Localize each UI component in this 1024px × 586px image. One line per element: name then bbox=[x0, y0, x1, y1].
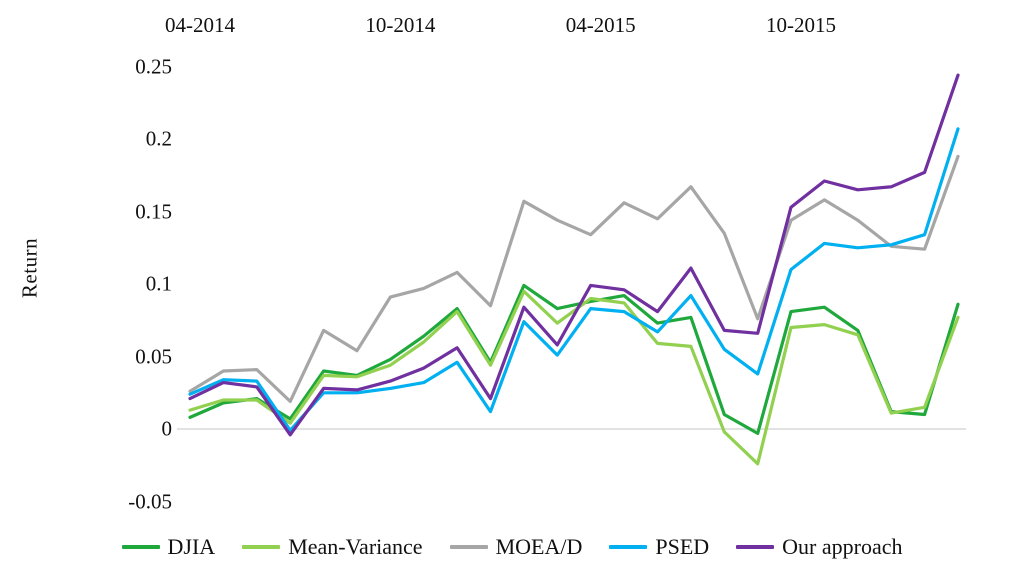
legend-swatch bbox=[449, 545, 488, 549]
legend-label: PSED bbox=[655, 534, 710, 559]
x-tick-label-04-2015: 04-2015 bbox=[565, 13, 636, 37]
legend-swatch bbox=[242, 545, 281, 549]
legend-swatch bbox=[609, 545, 648, 549]
legend: DJIA Mean-Variance MOEA/D PSED Our approach bbox=[0, 534, 1024, 560]
plot-area bbox=[177, 73, 966, 466]
y-tick-label-0.2: 0.2 bbox=[145, 126, 172, 151]
y-tick-label-0.1: 0.1 bbox=[145, 271, 172, 296]
legend-swatch bbox=[736, 545, 775, 549]
series-line-moea-d bbox=[188, 154, 960, 403]
legend-label: Mean-Variance bbox=[288, 534, 423, 559]
series-line-our-approach bbox=[188, 73, 960, 437]
y-tick-label-0.15: 0.15 bbox=[135, 199, 172, 223]
series-line-psed bbox=[188, 127, 960, 432]
legend-item-mean-variance: Mean-Variance bbox=[242, 534, 423, 560]
y-tick-label-0.05: 0.05 bbox=[135, 344, 172, 368]
y-tick-label-0.25: 0.25 bbox=[135, 54, 172, 78]
legend-item-our-approach: Our approach bbox=[736, 534, 902, 560]
x-tick-label-10-2014: 10-2014 bbox=[365, 13, 436, 37]
legend-item-psed: PSED bbox=[609, 534, 709, 560]
legend-label: MOEA/D bbox=[495, 534, 583, 559]
y-tick-label--0.05: -0.05 bbox=[128, 489, 172, 513]
legend-label: DJIA bbox=[167, 534, 216, 559]
y-tick-label-0: 0 bbox=[161, 416, 173, 441]
series-line-mean-variance bbox=[188, 289, 960, 466]
legend-item-moea-d: MOEA/D bbox=[449, 534, 583, 560]
legend-item-djia: DJIA bbox=[121, 534, 216, 560]
series-line-djia bbox=[188, 283, 960, 435]
legend-label: Our approach bbox=[782, 534, 903, 559]
x-tick-label-10-2015: 10-2015 bbox=[766, 13, 837, 37]
legend-swatch bbox=[121, 545, 160, 549]
x-tick-label-04-2014: 04-2014 bbox=[165, 13, 235, 37]
